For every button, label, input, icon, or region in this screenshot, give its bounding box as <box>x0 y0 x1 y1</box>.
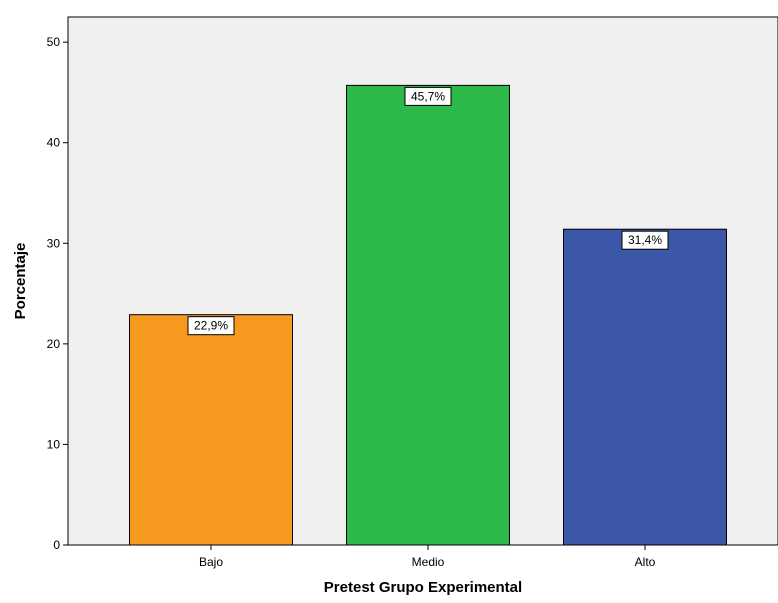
y-tick-label: 0 <box>53 538 60 552</box>
x-tick-label-medio: Medio <box>412 555 445 569</box>
y-tick-label: 10 <box>47 437 61 451</box>
data-label-alto: 31,4% <box>628 233 662 247</box>
data-label-bajo: 22,9% <box>194 319 228 333</box>
y-axis-title: Porcentaje <box>12 243 29 320</box>
x-axis: Bajo Medio Alto <box>68 544 778 569</box>
y-tick-label: 40 <box>47 136 61 150</box>
data-label-box <box>404 86 452 106</box>
x-tick-label-bajo: Bajo <box>199 555 223 569</box>
y-tick-label: 50 <box>47 35 61 49</box>
x-axis-title: Pretest Grupo Experimental <box>324 579 522 596</box>
data-label-box <box>187 316 235 336</box>
y-axis: 0 10 20 30 40 50 <box>47 17 69 552</box>
bar-bajo <box>129 314 293 546</box>
y-tick-label: 20 <box>47 337 61 351</box>
bar-medio <box>346 84 510 546</box>
bar-alto <box>563 228 727 546</box>
x-tick-label-alto: Alto <box>635 555 656 569</box>
bars-group: 22,9% 45,7% 31,4% <box>129 84 727 546</box>
data-label-medio: 45,7% <box>411 89 445 103</box>
data-label-box <box>621 230 669 250</box>
y-tick-label: 30 <box>47 236 61 250</box>
